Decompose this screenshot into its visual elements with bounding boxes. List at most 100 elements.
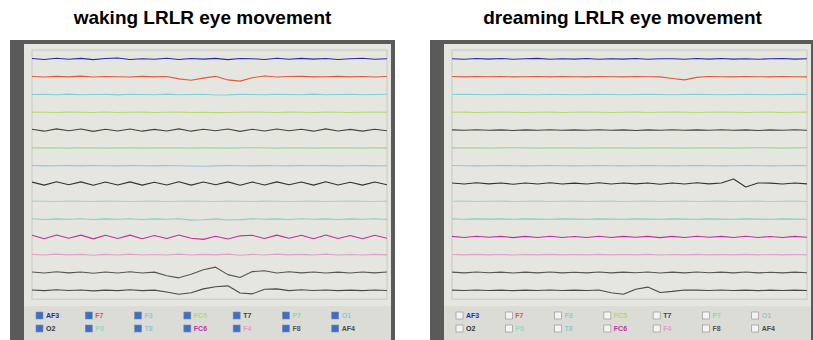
trace <box>32 267 387 278</box>
trace <box>452 272 807 273</box>
legend-bar <box>24 306 391 340</box>
legend-checkbox[interactable] <box>36 325 43 332</box>
legend-label: F8 <box>292 325 300 332</box>
title: waking LRLR eye movement <box>73 7 332 28</box>
panel: waking LRLR eye movement AF3 F7 F3 FC5 T7 P7 O1… <box>10 7 395 340</box>
plot-frame <box>452 50 807 299</box>
legend-checkbox[interactable] <box>282 325 289 332</box>
legend-label: FC5 <box>194 312 207 319</box>
trace <box>32 76 387 81</box>
trace <box>32 165 387 167</box>
legend-checkbox[interactable] <box>752 325 759 332</box>
legend-label: FC5 <box>614 312 627 319</box>
legend-label: T7 <box>663 312 671 319</box>
legend-label: O2 <box>466 325 475 332</box>
legend-checkbox[interactable] <box>184 325 191 332</box>
legend-label: FC6 <box>614 325 627 332</box>
trace <box>32 147 387 148</box>
legend-checkbox[interactable] <box>604 312 611 319</box>
trace <box>452 201 807 202</box>
trace <box>452 58 807 60</box>
legend-checkbox[interactable] <box>36 312 43 319</box>
legend-checkbox[interactable] <box>702 312 709 319</box>
background <box>0 0 813 340</box>
figure: waking LRLR eye movement AF3 F7 F3 FC5 T7 P7 O1… <box>0 0 813 340</box>
legend-checkbox[interactable] <box>752 312 759 319</box>
trace <box>32 201 387 202</box>
screen <box>24 44 391 306</box>
trace <box>452 77 807 80</box>
legend-label: F7 <box>515 312 523 319</box>
screen <box>444 44 811 306</box>
plot-frame <box>32 50 387 299</box>
trace <box>32 182 387 186</box>
legend-label: F4 <box>243 325 251 332</box>
trace <box>32 129 387 131</box>
legend-checkbox[interactable] <box>233 312 240 319</box>
traces <box>32 58 387 294</box>
legend-checkbox[interactable] <box>282 312 289 319</box>
legend-label: O1 <box>762 312 771 319</box>
legend-checkbox[interactable] <box>233 325 240 332</box>
legend-label: P8 <box>515 325 524 332</box>
legend-label: FC6 <box>194 325 207 332</box>
panel: dreaming LRLR eye movement AF3 F7 F3 FC5 T7 P7… <box>430 7 813 340</box>
legend-checkbox[interactable] <box>456 312 463 319</box>
legend-checkbox[interactable] <box>332 312 339 319</box>
traces <box>452 58 807 294</box>
legend-bar <box>444 306 811 340</box>
legend-label: AF4 <box>762 325 775 332</box>
legend-label: F3 <box>145 312 153 319</box>
legend-checkbox[interactable] <box>135 325 142 332</box>
legend-checkbox[interactable] <box>555 312 562 319</box>
legend-checkbox[interactable] <box>85 312 92 319</box>
legend-label: P7 <box>292 312 301 319</box>
trace <box>452 254 807 256</box>
trace <box>452 94 807 95</box>
legend-label: F8 <box>712 325 720 332</box>
trace <box>452 165 807 166</box>
trace <box>32 94 387 96</box>
legend-checkbox[interactable] <box>653 325 660 332</box>
legend-label: AF3 <box>46 312 59 319</box>
legend-label: P7 <box>712 312 721 319</box>
trace <box>452 218 807 219</box>
legend-label: T7 <box>243 312 251 319</box>
legend-checkbox[interactable] <box>184 312 191 319</box>
title: dreaming LRLR eye movement <box>483 7 762 28</box>
legend-checkbox[interactable] <box>456 325 463 332</box>
legend-checkbox[interactable] <box>505 312 512 319</box>
legend-label: F7 <box>95 312 103 319</box>
legend-checkbox[interactable] <box>653 312 660 319</box>
trace <box>32 254 387 255</box>
trace <box>32 58 387 60</box>
legend-label: F4 <box>663 325 671 332</box>
legend-checkbox[interactable] <box>702 325 709 332</box>
legend-label: T8 <box>145 325 153 332</box>
trace <box>32 111 387 113</box>
legend-label: P8 <box>95 325 104 332</box>
trace <box>32 235 387 239</box>
legend-label: F3 <box>565 312 573 319</box>
trace <box>452 179 807 187</box>
screen-frame <box>10 40 395 340</box>
legend-checkbox[interactable] <box>555 325 562 332</box>
screen-frame <box>430 40 813 340</box>
legend-checkbox[interactable] <box>332 325 339 332</box>
legend-label: AF3 <box>466 312 479 319</box>
legend-checkbox[interactable] <box>135 312 142 319</box>
trace <box>32 286 387 294</box>
trace <box>452 129 807 131</box>
legend-label: AF4 <box>342 325 355 332</box>
legend-checkbox[interactable] <box>85 325 92 332</box>
legend-label: T8 <box>565 325 573 332</box>
legend-checkbox[interactable] <box>505 325 512 332</box>
trace <box>452 236 807 237</box>
legend: AF3 F7 F3 FC5 T7 P7 O1 O2 P8 T8 FC6 F4 F8 AF4 <box>456 312 775 332</box>
legend-checkbox[interactable] <box>604 325 611 332</box>
trace <box>452 147 807 148</box>
trace <box>452 112 807 113</box>
trace <box>32 219 387 220</box>
legend-label: O1 <box>342 312 351 319</box>
legend: AF3F7F3FC5T7P7O1O2P8T8FC6F4F8AF4 <box>36 312 355 332</box>
